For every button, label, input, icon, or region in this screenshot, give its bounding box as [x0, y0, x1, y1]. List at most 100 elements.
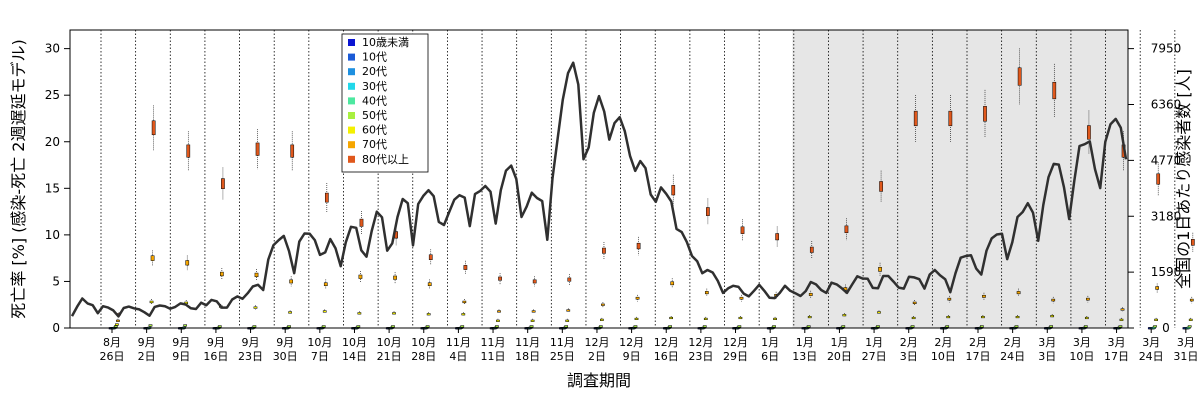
x-tick-month-24: 2月 [934, 336, 952, 349]
x-tick-month-21: 1月 [830, 336, 848, 349]
box-6-18 [738, 316, 743, 320]
x-tick-month-20: 1月 [796, 336, 814, 349]
x-tick-month-28: 3月 [1073, 336, 1091, 349]
legend-swatch-7 [348, 141, 355, 149]
box-5-17 [702, 325, 707, 328]
box-8-10 [463, 265, 468, 270]
box-5-31 [1187, 325, 1192, 328]
box-5-22 [876, 325, 880, 328]
left-tick-label-2: 10 [45, 228, 60, 242]
x-tick-day-1: 2日 [138, 350, 156, 363]
box-5-18 [737, 325, 742, 328]
box-8-18 [740, 226, 745, 234]
x-tick-month-14: 12月 [584, 336, 609, 349]
left-tick-label-0: 0 [52, 321, 60, 335]
x-tick-month-4: 9月 [242, 336, 260, 349]
box-7-6 [323, 282, 328, 287]
box-7-8 [393, 275, 397, 280]
x-tick-day-0: 26日 [100, 350, 125, 363]
box-7-10 [462, 300, 467, 304]
box-8-26 [1017, 67, 1022, 86]
box-7-30 [1155, 286, 1160, 290]
box-7-17 [704, 291, 709, 295]
x-tick-day-9: 28日 [411, 350, 436, 363]
x-tick-month-16: 12月 [654, 336, 679, 349]
box-8-17 [706, 207, 710, 216]
box-8-19 [775, 233, 780, 241]
box-5-11 [495, 325, 499, 328]
legend-label-6: 60代 [362, 124, 387, 137]
x-tick-day-31: 31日 [1173, 350, 1198, 363]
right-tick-label-0: 0 [1162, 321, 1170, 335]
box-5-12 [529, 325, 534, 328]
box-7-27 [1051, 298, 1056, 302]
box-5-14 [598, 325, 603, 328]
infections-line [70, 61, 1128, 318]
box-6-11 [496, 319, 500, 322]
box-7-18 [739, 296, 744, 300]
box-7-12 [531, 310, 536, 313]
box-6-7 [357, 312, 362, 315]
box-8-4 [255, 142, 260, 156]
box-8-31 [1190, 239, 1195, 246]
x-tick-month-9: 10月 [411, 336, 436, 349]
box-5-29 [1118, 325, 1123, 328]
legend-swatch-2 [348, 68, 355, 76]
box-7-28 [1086, 297, 1090, 301]
x-tick-day-3: 16日 [203, 350, 228, 363]
right-tick-label-5: 7950 [1151, 42, 1182, 56]
box-7-4 [254, 272, 259, 278]
box-7-7 [358, 274, 363, 279]
legend-swatch-0 [348, 39, 355, 46]
box-7-25 [982, 294, 986, 298]
box-8-5 [290, 144, 295, 158]
x-tick-month-12: 11月 [515, 336, 540, 349]
box-7-3 [220, 271, 224, 277]
box-5-5 [287, 325, 291, 328]
box-7-11 [497, 310, 501, 313]
x-tick-month-3: 9月 [207, 336, 225, 349]
box-6-30 [1154, 318, 1158, 321]
box-8-21 [844, 225, 849, 233]
box-6-23 [911, 316, 916, 320]
right-tick-label-2: 3180 [1151, 209, 1182, 223]
box-7-1 [150, 255, 155, 261]
x-tick-day-2: 9日 [172, 350, 190, 363]
x-tick-day-13: 25日 [550, 350, 575, 363]
box-8-13 [567, 277, 572, 282]
legend-label-5: 50代 [362, 109, 387, 122]
box-6-24 [946, 316, 951, 319]
x-tick-month-10: 11月 [446, 336, 471, 349]
y-axis-right-title: 全国の1日あたり感染者数 [人] [1174, 69, 1193, 289]
box-5-3 [217, 325, 222, 328]
box-8-15 [636, 242, 641, 250]
box-6-5 [288, 311, 292, 314]
box-5-4 [252, 325, 257, 328]
x-tick-day-20: 13日 [792, 350, 817, 363]
left-tick-label-4: 20 [45, 135, 60, 149]
box-5-19 [772, 325, 776, 328]
x-tick-day-10: 4日 [449, 350, 467, 363]
box-7-31 [1189, 298, 1194, 302]
right-tick-label-1: 1590 [1151, 265, 1182, 279]
x-tick-month-6: 10月 [307, 336, 332, 349]
x-tick-day-6: 7日 [311, 350, 329, 363]
box-8-27 [1052, 81, 1057, 100]
x-tick-day-30: 24日 [1139, 350, 1164, 363]
box-5-13 [564, 325, 569, 328]
x-tick-day-19: 6日 [761, 350, 779, 363]
box-8-12 [532, 279, 537, 284]
box-5-21 [841, 325, 846, 328]
box-6-19 [773, 317, 777, 320]
box-7-16 [670, 281, 675, 286]
box-6-25 [981, 316, 985, 319]
box-6-6 [322, 310, 327, 313]
box-8-25 [983, 106, 987, 122]
box-5-10 [460, 325, 465, 328]
box-5-0 [114, 325, 118, 328]
box-7-20 [808, 293, 813, 296]
x-tick-day-27: 3日 [1038, 350, 1056, 363]
x-tick-day-29: 17日 [1104, 350, 1129, 363]
box-5-28 [1083, 325, 1088, 328]
legend-label-7: 70代 [362, 138, 387, 151]
